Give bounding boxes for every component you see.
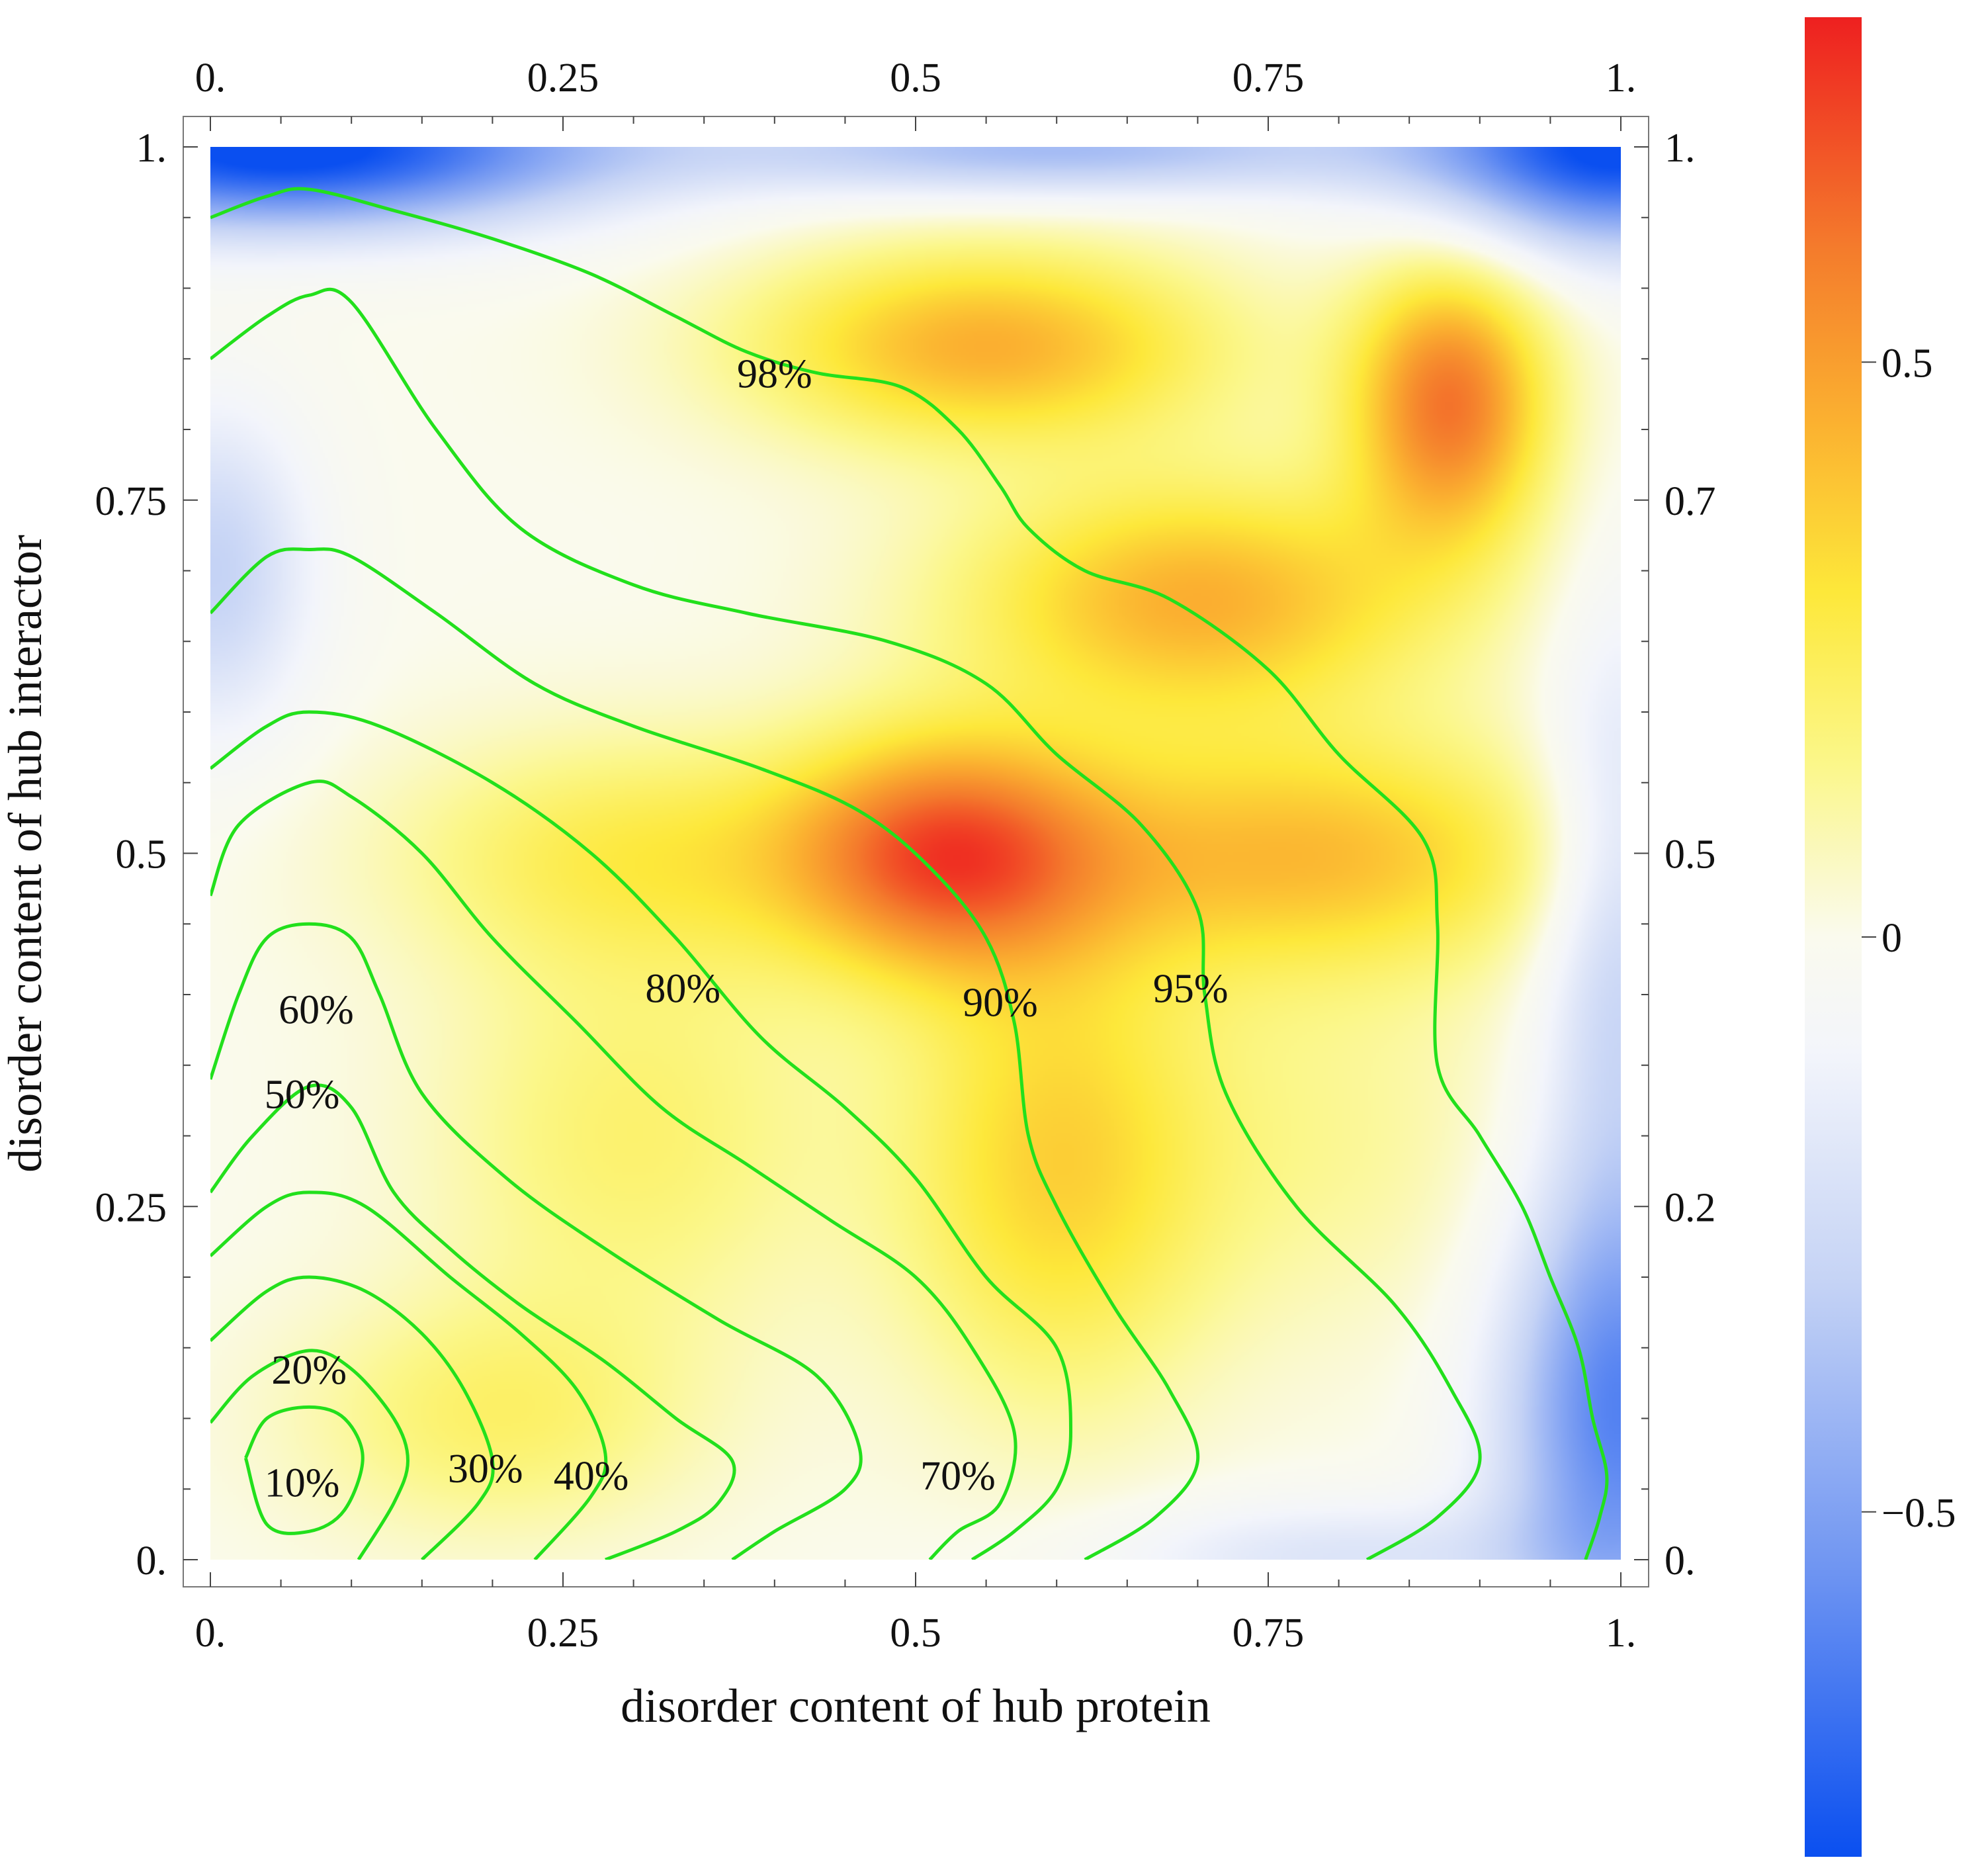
- x-tick-label: 0.25: [527, 1611, 599, 1656]
- contour-line-70pct: [210, 780, 1017, 1560]
- contour-line-80pct: [210, 710, 1073, 1560]
- x-tick-label-top: 0.75: [1232, 56, 1305, 101]
- x-axis-title: disorder content of hub protein: [621, 1679, 1211, 1732]
- y-tick-label: 1.: [136, 126, 167, 171]
- x-tick-label-top: 0.: [195, 56, 226, 101]
- contour-line-60pct: [210, 922, 863, 1560]
- y-axis-title: disorder content of hub interactor: [0, 535, 52, 1173]
- colorbar-tick-label: 0.5: [1881, 341, 1933, 386]
- y-tick-label-right: 0.: [1664, 1539, 1696, 1584]
- x-tick-label: 0.75: [1232, 1611, 1305, 1656]
- x-tick-label-top: 1.: [1606, 56, 1637, 101]
- y-tick-label-right: 0.5: [1664, 832, 1716, 877]
- contour-line-98pct: [210, 187, 1609, 1560]
- contour-label: 60%: [279, 987, 354, 1032]
- contour-label: 80%: [645, 966, 720, 1011]
- axis-tick-labels: 0.0.0.250.250.50.50.750.751.1.0.0.250.50…: [95, 56, 1716, 1656]
- contour-line-10pct: [243, 1405, 365, 1535]
- x-tick-label: 0.: [195, 1611, 226, 1656]
- x-tick-label: 0.5: [890, 1611, 941, 1656]
- contour-label: 20%: [271, 1348, 347, 1393]
- axis-ticks: [183, 116, 1649, 1587]
- contour-label: 70%: [920, 1454, 996, 1499]
- contour-label: 90%: [963, 981, 1038, 1026]
- contour-lines: [210, 187, 1609, 1560]
- contour-line-30pct: [210, 1275, 495, 1560]
- x-tick-label: 1.: [1606, 1611, 1637, 1656]
- colorbar-tick-label: −0.5: [1881, 1491, 1956, 1536]
- contour-label: 95%: [1153, 966, 1229, 1011]
- contour-label: 40%: [554, 1454, 629, 1499]
- contour-line-40pct: [210, 1190, 608, 1560]
- contour-line-50pct: [210, 1083, 736, 1560]
- contour-label: 10%: [265, 1461, 340, 1506]
- y-tick-label: 0.25: [95, 1185, 167, 1230]
- y-tick-label: 0.: [136, 1539, 167, 1584]
- y-tick-label: 0.75: [95, 479, 167, 524]
- contour-line-90pct: [210, 547, 1200, 1560]
- y-tick-label-right: 0.2: [1664, 1185, 1716, 1230]
- colorbar-ticks: 0.5 0 −0.5: [1862, 341, 1956, 1536]
- x-tick-label-top: 0.5: [890, 56, 941, 101]
- y-tick-label-right: 0.7: [1664, 479, 1716, 524]
- contour-labels: 10% 20% 30% 40% 50% 60% 70% 80% 90% 95% 98%: [265, 352, 1229, 1506]
- contour-label: 30%: [448, 1447, 523, 1492]
- contour-label: 98%: [737, 352, 812, 397]
- contour-line-20pct: [210, 1349, 410, 1560]
- contour-line-95pct: [210, 287, 1482, 1560]
- contour-label: 50%: [265, 1072, 340, 1117]
- colorbar-tick-label: 0: [1881, 916, 1902, 961]
- colorbar: [1805, 17, 1862, 1857]
- x-tick-label-top: 0.25: [527, 56, 599, 101]
- y-tick-label: 0.5: [116, 832, 167, 877]
- y-tick-label-right: 1.: [1664, 126, 1696, 171]
